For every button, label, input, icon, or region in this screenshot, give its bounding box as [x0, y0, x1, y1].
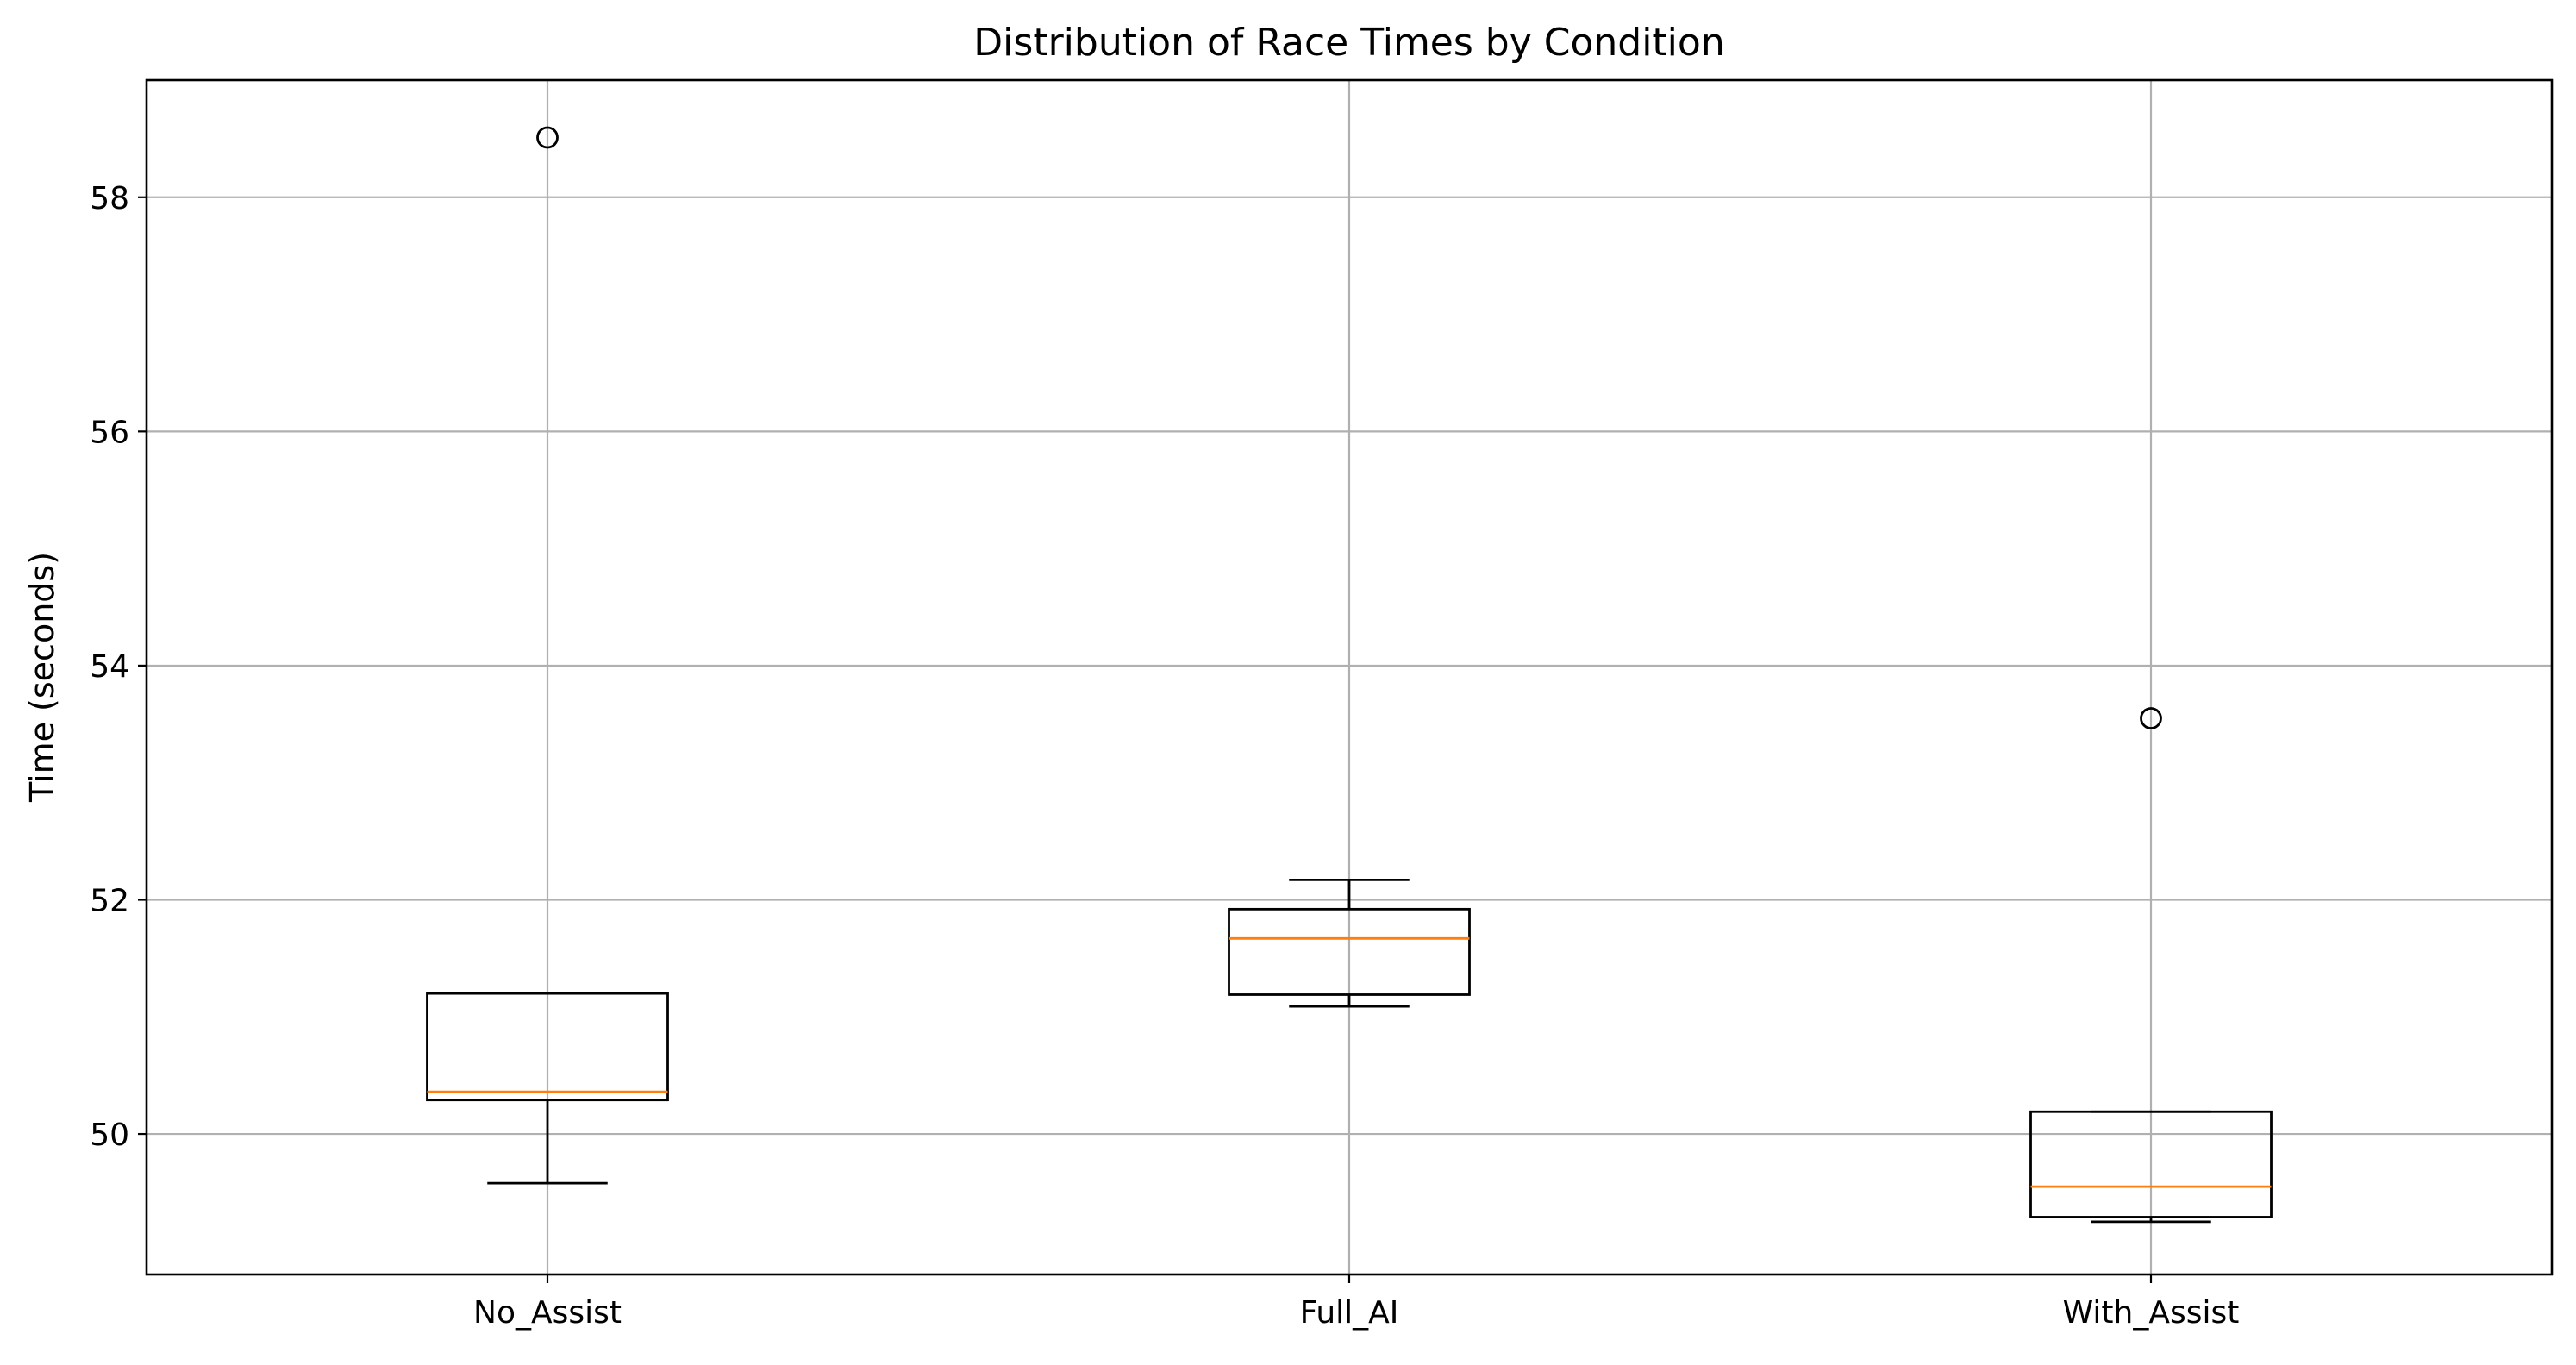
y-tick-label: 58	[90, 181, 129, 216]
box-layer	[426, 126, 2273, 1224]
iqr-box	[1228, 907, 1471, 996]
iqr-box	[2029, 1110, 2273, 1218]
y-tick-label: 56	[90, 415, 129, 450]
y-tick-label: 52	[90, 883, 129, 918]
y-tick-label: 50	[90, 1118, 129, 1153]
x-tick-label: No_Assist	[473, 1295, 622, 1331]
grid-layer	[147, 80, 2552, 1274]
y-axis-label: Time (seconds)	[23, 552, 61, 803]
tick-layer: 50 52 54 56 58 No_Assist Full_AI With_Assist	[90, 181, 2239, 1331]
x-tick-label: Full_AI	[1300, 1295, 1399, 1331]
outlier-point	[536, 126, 559, 149]
chart-title: Distribution of Race Times by Condition	[973, 21, 1724, 65]
x-tick-label: With_Assist	[2063, 1295, 2240, 1331]
iqr-box	[426, 992, 669, 1102]
y-tick-label: 54	[90, 649, 129, 685]
outlier-point	[2140, 707, 2162, 729]
